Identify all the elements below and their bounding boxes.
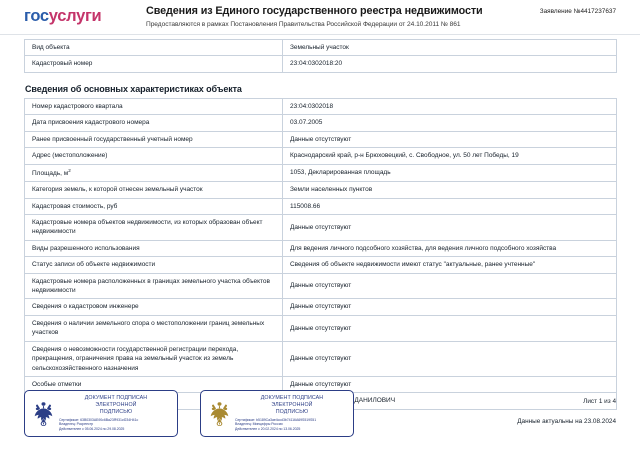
row-value: Земли населенных пунктов [282,181,617,199]
sheet-number: Лист 1 из 4 [583,398,616,405]
stamp-certificate: Сертификат: 63B0303АБ90с6Ва23Я931сf234Н4… [59,417,139,422]
section-heading: Сведения об основных характеристиках объ… [25,83,242,94]
row-label: Ранее присвоенный государственный учетны… [24,130,283,149]
stamp-line-2: ЭЛЕКТРОННОЙ [95,401,137,408]
document-footer: Лист 1 из 4 Данные актуальны на 23.08.20… [366,398,616,425]
table-row: Кадастровые номера расположенных в грани… [24,272,617,300]
stamp-heading: ДОКУМЕНТ ПОДПИСАН ЭЛЕКТРОННОЙ ПОДПИСЬЮ [235,395,349,416]
table-row: Особые отметки Данные отсутствуют [24,376,617,394]
row-label: Кадастровая стоимость, руб [24,197,283,215]
row-label: Кадастровый номер [24,55,283,73]
double-headed-eagle-icon [30,399,57,429]
row-value: Краснодарский край, р-н Брюховецкий, с. … [282,147,617,165]
row-value: ТЕРЕЩЕНКО ЮРИЙ ДАНИЛОВИЧ [282,392,617,410]
stamp-validity: Действителен с 20.02.2024 по 13.06.2025 [235,427,301,432]
document-header: госуслуги Сведения из Единого государств… [0,0,640,34]
stamp-line-3: ПОДПИСЬЮ [99,408,133,415]
table-row: Кадастровый номер 23:04:0302018:20 [24,55,617,73]
table-row: Номер кадастрового квартала 23:04:0302018 [24,97,617,116]
top-table-wrap: Вид объекта Земельный участок Кадастровый … [0,38,640,410]
superscript: 2 [68,167,71,173]
row-value: Земельный участок [282,38,617,57]
row-label: Сведения о невозможности государственной… [24,340,283,378]
stamp-line-1: ДОКУМЕНТ ПОДПИСАН [260,394,324,401]
row-label: Кадастровые номера объектов недвижимости… [24,213,283,241]
application-number: Заявление №4417237637 [539,8,616,15]
row-label: Особые отметки [24,376,283,394]
row-value: Данные отсутствуют [282,213,617,241]
table-row: Кадастровая стоимость, руб 115008.66 [24,197,617,215]
stamp-details: Сертификат: 63B0303АБ90с6Ва23Я931сf234Н4… [59,418,173,433]
signature-stamps: ДОКУМЕНТ ПОДПИСАН ЭЛЕКТРОННОЙ ПОДПИСЬЮ С… [24,390,354,437]
table-row: Адрес (местоположение) Краснодарский край… [24,147,617,165]
row-value: Данные отсутствуют [282,130,617,149]
table-row: Площадь, м2 1053, Декларированная площадь [24,163,617,183]
row-value: 23:04:0302018 [282,97,617,116]
stamp-owner: Владелец: Росреестр [59,422,94,427]
row-label: Номер кадастрового квартала [24,97,283,116]
row-label: Категория земель, к которой отнесен земе… [24,181,283,199]
table-row: Сведения о невозможности государственной… [24,340,617,378]
row-value: 03.07.2005 [282,114,617,132]
table-row: Сведения о кадастровом инженере Данные от… [24,298,617,316]
row-value: Данные отсутствуют [282,314,617,342]
row-label: Площадь, м2 [24,163,283,183]
row-label: Адрес (местоположение) [24,147,283,165]
header-titles: Сведения из Единого государственного рее… [130,4,540,30]
table-row: Статус записи об объекте недвижимости Све… [24,256,617,274]
row-value: Данные отсутствуют [282,340,617,378]
table-row: Сведения о наличии земельного спора о ме… [24,314,617,342]
row-label: Статус записи об объекте недвижимости [24,256,283,274]
table-row: Дата присвоения кадастрового номера 03.07… [24,114,617,132]
row-label: Кадастровые номера расположенных в грани… [24,272,283,300]
double-headed-eagle-icon [206,399,233,429]
page-subtitle: Предоставляются в рамках Постановления П… [146,21,461,29]
row-value: Данные отсутствуют [282,272,617,300]
row-value: Сведения об объекте недвижимости имеют с… [282,256,617,274]
stamp-validity: Действителен с 05.06.2024 по 29.08.2025 [59,427,125,432]
gosuslugi-logo: госуслуги [24,4,130,25]
stamp-owner: Владелец: Минцифры России [235,422,283,427]
stamp-line-1: ДОКУМЕНТ ПОДПИСАН [84,394,148,401]
data-actual-date: Данные актуальны на 23.08.2024 [517,418,616,425]
table-row: Виды разрешенного использования Для веден… [24,239,617,258]
row-value: Для ведения личного подсобного хозяйства… [282,239,617,258]
page-title: Сведения из Единого государственного рее… [146,5,483,17]
stamp-certificate: Сертификат: b5189Са3ае4ccd3b74116А69S519… [235,417,317,422]
stamp-body: ДОКУМЕНТ ПОДПИСАН ЭЛЕКТРОННОЙ ПОДПИСЬЮ С… [233,395,349,433]
logo-part-gos: гос [24,7,49,25]
row-label: Сведения о наличии земельного спора о ме… [24,314,283,342]
row-label: Дата присвоения кадастрового номера [24,114,283,132]
table-row: Кадастровые номера объектов недвижимости… [24,213,617,241]
table-row: Вид объекта Земельный участок [24,38,617,57]
stamp-details: Сертификат: b5189Са3ае4ccd3b74116А69S519… [235,418,349,433]
signature-stamp-rosreestr: ДОКУМЕНТ ПОДПИСАН ЭЛЕКТРОННОЙ ПОДПИСЬЮ С… [24,390,178,437]
object-characteristics-table: Номер кадастрового квартала 23:04:0302018… [24,97,617,410]
logo-part-uslugi: услуги [48,7,102,25]
signature-stamp-mincifry: ДОКУМЕНТ ПОДПИСАН ЭЛЕКТРОННОЙ ПОДПИСЬЮ С… [200,390,354,437]
row-label: Сведения о кадастровом инженере [24,298,283,316]
stamp-line-2: ЭЛЕКТРОННОЙ [271,401,313,408]
stamp-heading: ДОКУМЕНТ ПОДПИСАН ЭЛЕКТРОННОЙ ПОДПИСЬЮ [59,395,173,416]
row-value: Данные отсутствуют [282,298,617,316]
row-label: Виды разрешенного использования [24,239,283,258]
object-summary-table: Вид объекта Земельный участок Кадастровый … [24,38,617,73]
table-row: Ранее присвоенный государственный учетны… [24,130,617,149]
header-divider [0,34,640,35]
row-value: 23:04:0302018:20 [282,55,617,73]
stamp-line-3: ПОДПИСЬЮ [275,408,309,415]
row-value: 1053, Декларированная площадь [282,163,617,183]
stamp-body: ДОКУМЕНТ ПОДПИСАН ЭЛЕКТРОННОЙ ПОДПИСЬЮ С… [57,395,173,433]
row-label: Вид объекта [24,38,283,57]
table-row: Категория земель, к которой отнесен земе… [24,181,617,199]
row-value: Данные отсутствуют [282,376,617,394]
row-value: 115008.66 [282,197,617,215]
